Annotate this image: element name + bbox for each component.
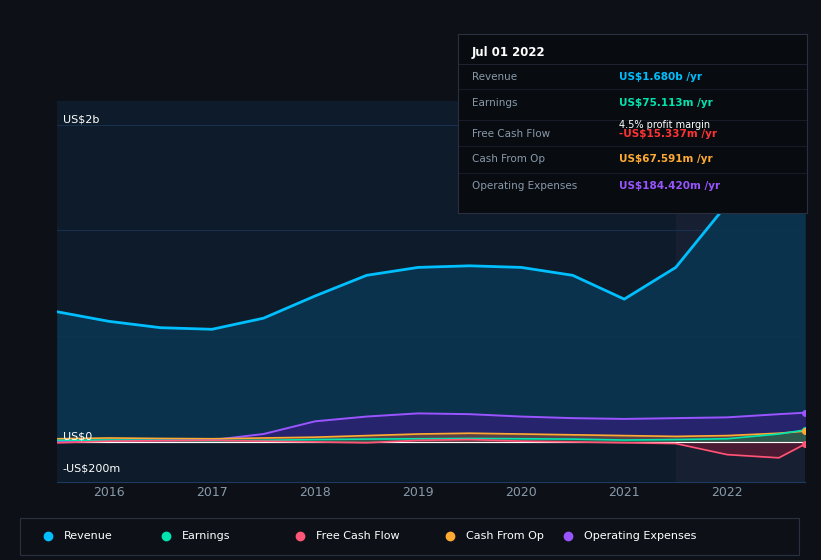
Text: -US$200m: -US$200m: [62, 463, 121, 473]
Text: Jul 01 2022: Jul 01 2022: [472, 46, 546, 59]
Text: Operating Expenses: Operating Expenses: [584, 531, 696, 541]
Text: Operating Expenses: Operating Expenses: [472, 181, 577, 191]
Text: Revenue: Revenue: [64, 531, 112, 541]
Text: US$75.113m /yr: US$75.113m /yr: [619, 99, 713, 109]
Text: 4.5% profit margin: 4.5% profit margin: [619, 120, 709, 130]
Text: US$0: US$0: [62, 432, 92, 442]
Text: Revenue: Revenue: [472, 72, 517, 82]
Text: -US$15.337m /yr: -US$15.337m /yr: [619, 129, 717, 139]
Text: Cash From Op: Cash From Op: [466, 531, 544, 541]
Text: Free Cash Flow: Free Cash Flow: [472, 129, 550, 139]
Text: Earnings: Earnings: [472, 99, 517, 109]
Text: Earnings: Earnings: [182, 531, 231, 541]
Text: US$1.680b /yr: US$1.680b /yr: [619, 72, 702, 82]
Text: US$184.420m /yr: US$184.420m /yr: [619, 181, 720, 191]
Text: US$67.591m /yr: US$67.591m /yr: [619, 154, 713, 164]
Bar: [21, 518, 799, 555]
Text: Free Cash Flow: Free Cash Flow: [316, 531, 400, 541]
Text: US$2b: US$2b: [62, 115, 99, 124]
Bar: [676, 101, 805, 482]
Text: Cash From Op: Cash From Op: [472, 154, 545, 164]
